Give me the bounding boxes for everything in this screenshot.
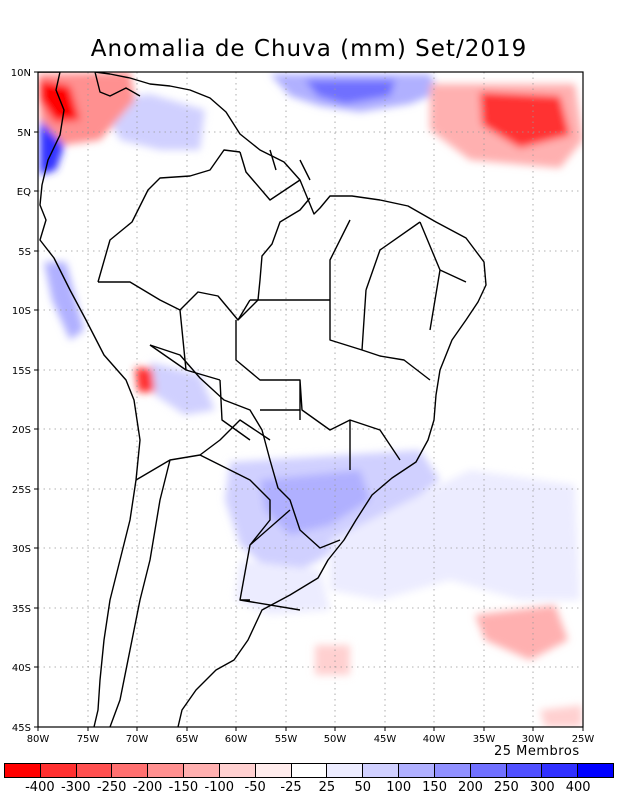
lon-label: 55W bbox=[275, 734, 298, 745]
colorbar-swatch bbox=[363, 764, 400, 777]
south-america-coastline bbox=[39, 72, 487, 727]
lon-label: 75W bbox=[77, 734, 100, 745]
positive-anomaly-bolivia bbox=[150, 362, 215, 415]
lon-label: 50W bbox=[324, 734, 347, 745]
guianas-borders bbox=[239, 149, 311, 201]
lon-label: 35W bbox=[473, 734, 496, 745]
negative-anomaly-south-atlantic bbox=[475, 605, 568, 660]
colorbar-swatch bbox=[470, 764, 507, 777]
colorbar-swatch bbox=[506, 764, 543, 777]
positive-anomaly-amazon-mouth-core bbox=[305, 80, 395, 104]
colorbar-swatch bbox=[255, 764, 292, 777]
colorbar-swatch bbox=[40, 764, 77, 777]
northern-colombia-venezuela bbox=[38, 72, 141, 97]
negative-anomaly-patagonia-sea bbox=[315, 645, 350, 675]
colorbar-label: 200 bbox=[458, 780, 483, 795]
lon-label: 80W bbox=[27, 734, 50, 745]
colorbar-swatch bbox=[327, 764, 364, 777]
brazil-south-border bbox=[149, 344, 341, 549]
colorbar-labels: -400 -300 -250 -200 -150 -100 -50 -25 25 50 100 150… bbox=[0, 780, 618, 798]
colorbar-label: -200 bbox=[132, 780, 163, 795]
colorbar-swatch bbox=[219, 764, 256, 777]
colorbar-label: 250 bbox=[493, 780, 519, 795]
lat-label: 40S bbox=[12, 663, 31, 674]
colorbar-label: -25 bbox=[280, 780, 302, 795]
lat-label: 45S bbox=[12, 723, 31, 734]
longitude-labels: 80W 75W 70W 65W 60W 55W 50W 45W 40W 35W … bbox=[27, 734, 595, 745]
coastlines-and-borders bbox=[38, 72, 487, 727]
colorbar bbox=[4, 763, 614, 778]
negative-anomaly-andes bbox=[135, 368, 155, 392]
colorbar-swatch bbox=[434, 764, 471, 777]
colorbar-label: -300 bbox=[60, 780, 91, 795]
ensemble-members-label: 25 Membros bbox=[494, 744, 580, 759]
colorbar-swatch bbox=[184, 764, 220, 777]
lat-label: 20S bbox=[12, 425, 31, 436]
colorbar-label: 150 bbox=[422, 780, 447, 795]
colorbar-label: -100 bbox=[204, 780, 235, 795]
colorbar-label: 100 bbox=[386, 780, 412, 795]
colorbar-swatch bbox=[112, 764, 149, 777]
positive-anomaly-argentina bbox=[235, 560, 330, 615]
argentina-chile-borders bbox=[109, 419, 301, 727]
map-frame bbox=[37, 71, 584, 728]
colorbar-swatch bbox=[76, 764, 113, 777]
lon-label: 60W bbox=[225, 734, 248, 745]
lon-label: 45W bbox=[374, 734, 397, 745]
bolivia-paraguay bbox=[149, 309, 251, 441]
colorbar-swatch bbox=[148, 764, 185, 777]
lat-label: EQ bbox=[17, 187, 31, 198]
lat-label: 10N bbox=[11, 68, 31, 79]
lon-label: 30W bbox=[522, 734, 545, 745]
lon-label: 40W bbox=[423, 734, 446, 745]
lat-label: 30S bbox=[12, 544, 31, 555]
colorbar-label: -50 bbox=[244, 780, 266, 795]
lat-label: 35S bbox=[12, 604, 31, 615]
lat-label: 5S bbox=[18, 247, 31, 258]
colorbar-swatch bbox=[542, 764, 579, 777]
lat-label: 15S bbox=[12, 366, 31, 377]
positive-anomaly-peru bbox=[44, 262, 84, 340]
positive-anomaly-south-brazil-core bbox=[260, 470, 370, 535]
colorbar-swatch bbox=[399, 764, 435, 777]
anomaly-field bbox=[38, 72, 583, 727]
colorbar-swatch bbox=[291, 764, 328, 777]
colorbar-swatch bbox=[578, 764, 614, 777]
positive-anomaly-atlantic bbox=[330, 470, 580, 600]
brazil-border bbox=[97, 149, 311, 321]
colorbar-label: -400 bbox=[25, 780, 55, 795]
colorbar-label: -150 bbox=[168, 780, 199, 795]
lat-label: 10S bbox=[12, 306, 31, 317]
brazil-states bbox=[235, 219, 467, 470]
colorbar-label: 400 bbox=[565, 780, 591, 795]
lon-label: 65W bbox=[176, 734, 199, 745]
colorbar-swatch bbox=[5, 764, 41, 777]
colorbar-label: -250 bbox=[96, 780, 127, 795]
colorbar-label: 25 bbox=[318, 780, 336, 795]
lon-label: 25W bbox=[572, 734, 595, 745]
lat-label: 5N bbox=[17, 128, 31, 139]
negative-anomaly-patagonia-sea-2 bbox=[540, 705, 582, 727]
colorbar-label: 300 bbox=[529, 780, 555, 795]
map-title: Anomalia de Chuva (mm) Set/2019 bbox=[90, 36, 528, 62]
lon-label: 70W bbox=[126, 734, 149, 745]
latitude-labels: 10N 5N EQ 5S 10S 15S 20S 25S 30S 35S 40S… bbox=[11, 68, 31, 734]
colorbar-label: 50 bbox=[354, 780, 372, 795]
axis-ticks bbox=[34, 71, 584, 731]
lat-label: 25S bbox=[12, 485, 31, 496]
negative-anomaly-tropical-atlantic-core bbox=[480, 92, 570, 148]
